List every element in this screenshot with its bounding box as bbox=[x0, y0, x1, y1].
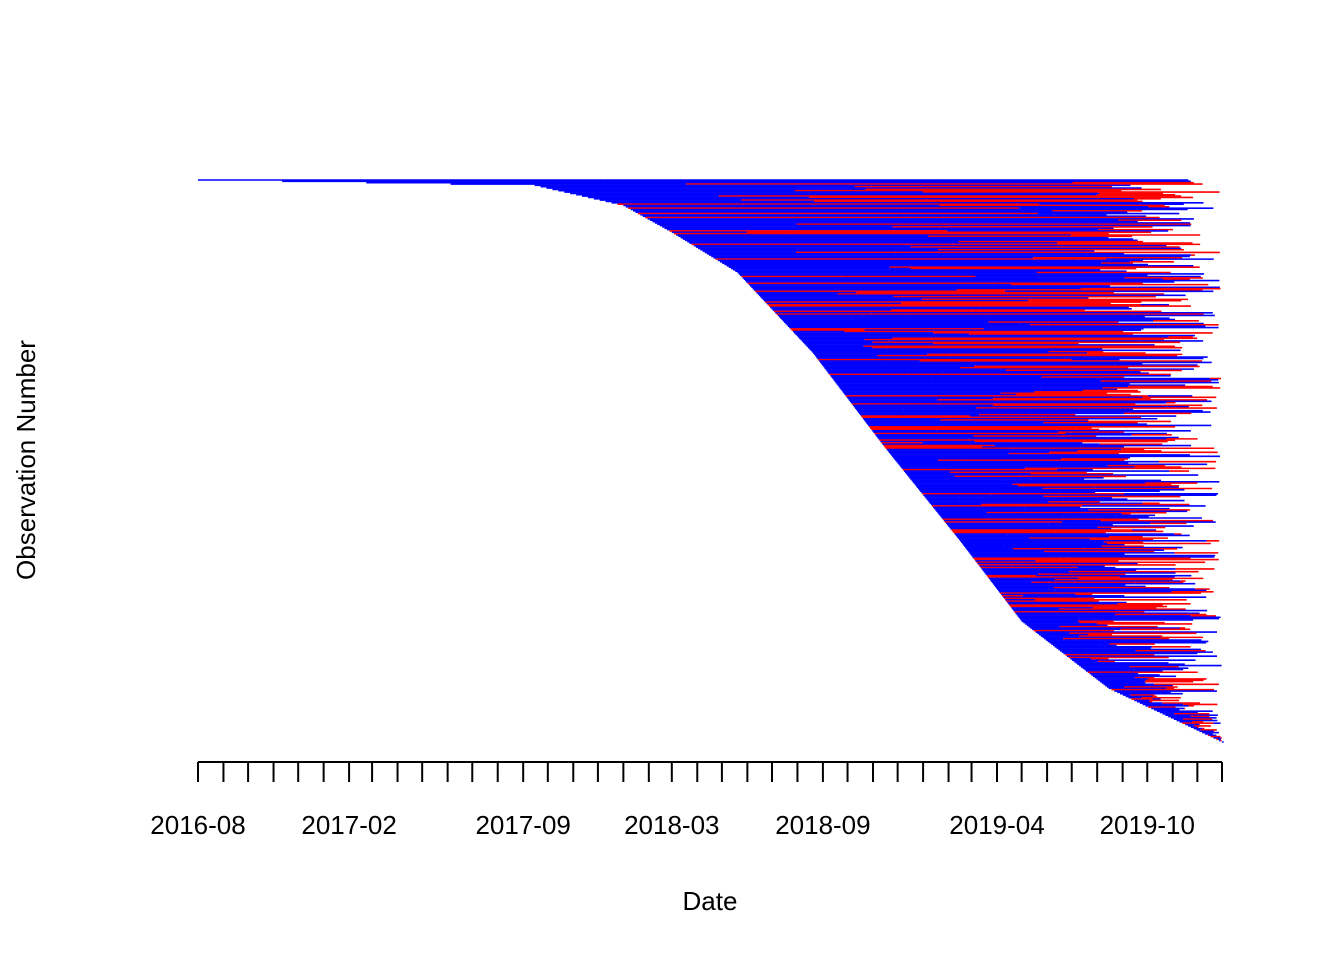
x-tick-label: 2018-03 bbox=[624, 810, 719, 840]
x-tick-label: 2018-09 bbox=[775, 810, 870, 840]
x-ticks bbox=[197, 762, 1223, 782]
x-tick-label: 2016-08 bbox=[150, 810, 245, 840]
y-axis-title: Observation Number bbox=[11, 340, 41, 580]
x-tick-label: 2019-04 bbox=[949, 810, 1044, 840]
x-axis: 2016-08 2017-02 2017-09 2018-03 2018-09 2019-… bbox=[150, 761, 1223, 840]
x-tick-label: 2017-02 bbox=[301, 810, 396, 840]
x-tick-labels: 2016-08 2017-02 2017-09 2018-03 2018-09 2019-… bbox=[150, 810, 1195, 840]
x-axis-title: Date bbox=[683, 886, 738, 916]
x-tick-label: 2019-10 bbox=[1100, 810, 1195, 840]
observation-segments bbox=[198, 179, 1224, 743]
x-tick-label: 2017-09 bbox=[475, 810, 570, 840]
